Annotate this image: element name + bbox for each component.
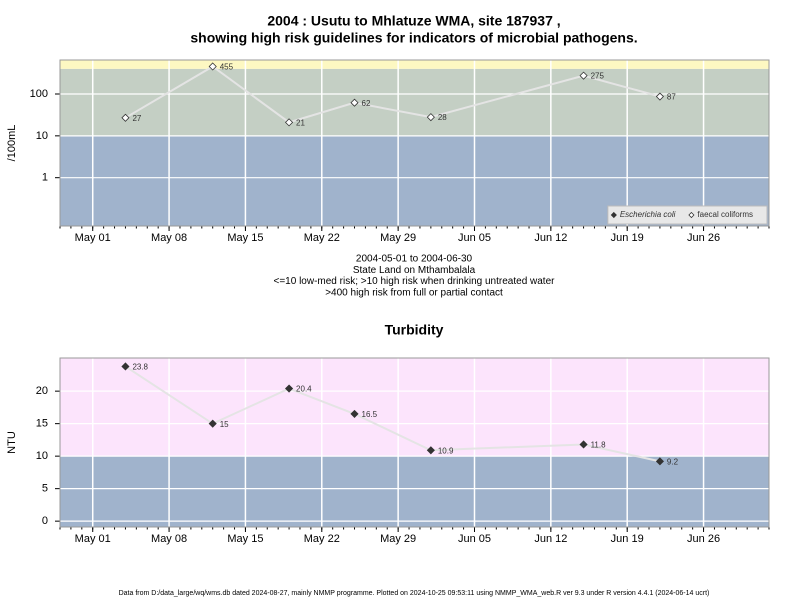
chart-title: 2004 : Usutu to Mhlatuze WMA, site 18793… [267, 13, 560, 29]
risk-band [60, 60, 769, 69]
x-tick-label: Jun 12 [534, 533, 567, 545]
value-label: 455 [220, 63, 234, 72]
footer: Data from D:/data_large/wq/wms.db dated … [119, 590, 710, 597]
y-axis-label: NTU [6, 431, 18, 454]
x-tick-label: Jun 19 [611, 232, 644, 244]
value-label: 27 [132, 114, 141, 123]
data-point [426, 446, 435, 455]
value-label: 28 [438, 113, 447, 122]
legend: Escherichia coli faecal coliforms [607, 205, 768, 225]
value-label: 10.9 [438, 446, 454, 455]
value-label: 11.8 [591, 441, 607, 450]
value-label: 21 [296, 118, 305, 127]
data-point [579, 440, 588, 449]
value-label: 20.4 [296, 385, 312, 394]
x-tick-label: May 29 [380, 232, 416, 244]
value-label: 16.5 [362, 410, 378, 419]
data-point [579, 71, 588, 80]
legend-box [607, 205, 768, 225]
x-tick-label: Jun 12 [534, 232, 567, 244]
note: >400 high risk from full or partial cont… [325, 288, 503, 299]
value-label: 275 [591, 72, 605, 81]
x-tick-label: May 08 [151, 533, 187, 545]
y-tick-label: 10 [36, 450, 48, 462]
value-label: 23.8 [132, 363, 148, 372]
data-point [208, 62, 217, 71]
data-point [426, 113, 435, 122]
legend-marker [610, 211, 617, 219]
y-tick-label: 0 [42, 515, 48, 527]
value-label: 87 [667, 93, 676, 102]
plot-frame [59, 59, 770, 227]
chart-title: showing high risk guidelines for indicat… [190, 30, 637, 46]
y-tick-label: 100 [30, 88, 48, 100]
value-label: 62 [362, 99, 371, 108]
data-point [121, 113, 130, 122]
data-point [350, 98, 359, 107]
x-tick-label: Jun 05 [458, 232, 491, 244]
note: State Land on Mthambalala [353, 265, 476, 276]
risk-band [60, 456, 769, 527]
x-tick-label: Jun 19 [611, 533, 644, 545]
data-point [655, 457, 664, 466]
data-point [284, 118, 294, 127]
value-label: 9.2 [667, 457, 679, 466]
x-tick-label: May 01 [75, 533, 111, 545]
chart-title: Turbidity [385, 322, 444, 338]
x-tick-label: May 01 [75, 232, 111, 244]
note: <=10 low-med risk; >10 high risk when dr… [274, 276, 556, 287]
y-tick-label: 5 [42, 483, 48, 495]
legend-label: faecal coliforms [697, 210, 753, 219]
plot-frame [59, 357, 770, 528]
data-point [350, 409, 359, 418]
value-label: 15 [220, 420, 229, 429]
risk-band [60, 68, 769, 136]
x-tick-label: May 08 [151, 232, 187, 244]
y-axis-label: /100mL [6, 125, 18, 162]
data-point [284, 384, 294, 393]
x-tick-label: Jun 05 [458, 533, 491, 545]
data-point [655, 92, 664, 101]
x-tick-label: May 22 [304, 533, 340, 545]
legend-marker [688, 211, 695, 219]
x-tick-label: Jun 26 [687, 533, 720, 545]
risk-band [60, 358, 769, 457]
data-point [208, 419, 217, 428]
x-tick-label: May 15 [227, 232, 263, 244]
x-tick-label: May 22 [304, 232, 340, 244]
y-tick-label: 10 [36, 130, 48, 142]
y-tick-label: 1 [42, 172, 48, 184]
y-tick-label: 20 [36, 385, 48, 397]
x-tick-label: May 15 [227, 533, 263, 545]
y-tick-label: 15 [36, 418, 48, 430]
legend-label: Escherichia coli [620, 210, 676, 219]
x-tick-label: May 29 [380, 533, 416, 545]
data-point [121, 362, 130, 371]
x-tick-label: Jun 26 [687, 232, 720, 244]
note: 2004-05-01 to 2004-06-30 [356, 254, 473, 265]
